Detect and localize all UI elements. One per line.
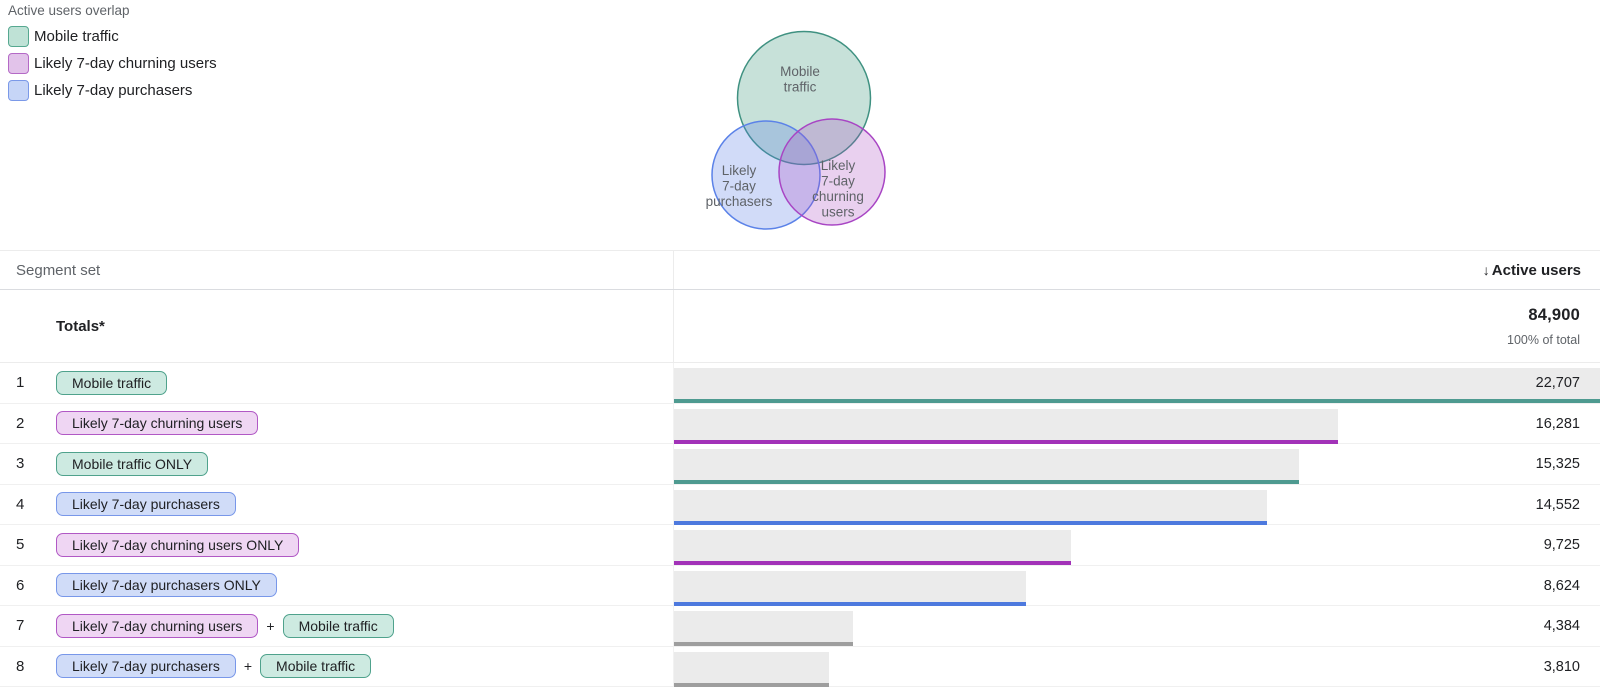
totals-label: Totals* [56,317,105,335]
segment-chips: Likely 7-day purchasers [56,492,236,517]
row-segment-cell: 4 Likely 7-day purchasers [0,484,674,524]
active-users-bar [674,530,1071,565]
table-row: 8 Likely 7-day purchasers + Mobile traffic 3… [0,646,1600,687]
segment-chips: Likely 7-day churning users ONLY [56,532,300,557]
totals-value: 84,900 [1528,305,1580,324]
row-rank: 5 [16,536,25,554]
venn-circle-likely-7-day-churning-users[interactable] [778,118,886,226]
active-users-bar [674,489,1268,525]
row-value: 14,552 [1535,496,1580,513]
row-value: 3,810 [1543,658,1580,675]
row-segment-cell: 6 Likely 7-day purchasers ONLY [0,565,674,605]
table-row: 5 Likely 7-day churning users ONLY 9,725 [0,525,1600,566]
row-rank: 8 [16,657,25,675]
row-segment-cell: 7 Likely 7-day churning users + Mobile traf… [0,606,674,646]
legend-label: Likely 7-day purchasers [34,81,193,99]
table-row: 7 Likely 7-day churning users + Mobile traf… [0,606,1600,647]
segment-chips: Likely 7-day purchasers + Mobile traffic [56,654,372,679]
table-row: 4 Likely 7-day purchasers 14,552 [0,484,1600,525]
segment-overlap-table: Segment set ↓ Active users Totals* 84,90… [0,250,1600,687]
segment-chip-purple[interactable]: Likely 7-day churning users [56,411,259,436]
row-value: 16,281 [1535,415,1580,432]
row-metric-cell: 3,810 [674,647,1600,687]
row-value: 9,725 [1543,537,1580,553]
segment-chip-teal[interactable]: Mobile traffic ONLY [56,451,209,476]
legend-item: Likely 7-day purchasers [8,79,217,101]
row-value: 15,325 [1535,456,1580,472]
column-header-active-users[interactable]: ↓ Active users [674,251,1600,289]
segment-set-header-label: Segment set [16,261,101,279]
row-metric-cell: 14,552 [674,485,1600,525]
segment-chip-blue[interactable]: Likely 7-day purchasers [56,492,236,517]
column-header-segment-set: Segment set [0,251,674,289]
venn-label-mobile-traffic: Mobile traffic [780,64,820,95]
legend-swatch-teal [8,25,29,47]
segment-chips: Mobile traffic ONLY [56,451,209,476]
segment-chip-purple[interactable]: Likely 7-day churning users ONLY [56,532,300,557]
active-users-bar [674,611,853,646]
segment-chips: Likely 7-day purchasers ONLY [56,573,277,598]
venn-diagram: Mobile traffic Likely 7-day purchasers Likely… [706,30,886,230]
legend-swatch-purple [8,52,29,74]
segment-chip-teal[interactable]: Mobile traffic [56,370,168,395]
segment-chip-purple[interactable]: Likely 7-day churning users [56,613,259,638]
row-segment-cell: 3 Mobile traffic ONLY [0,444,674,484]
table-row: 3 Mobile traffic ONLY 15,325 [0,444,1600,485]
venn-circle-likely-7-day-purchasers[interactable] [711,120,821,230]
row-metric-cell: 4,384 [674,606,1600,646]
table-row: 1 Mobile traffic 22,707 [0,363,1600,404]
sort-descending-icon: ↓ [1482,262,1490,278]
table-row: 6 Likely 7-day purchasers ONLY 8,624 [0,565,1600,606]
row-segment-cell: 5 Likely 7-day churning users ONLY [0,525,674,565]
row-value: 8,624 [1543,577,1580,594]
row-rank: 2 [16,414,25,432]
row-value: 4,384 [1543,618,1580,634]
chip-plus-separator: + [243,658,253,675]
row-metric-cell: 8,624 [674,566,1600,606]
totals-share: 100% of total [1507,332,1580,347]
row-rank: 6 [16,576,25,594]
chart-title: Active users overlap [8,3,130,18]
row-rank: 4 [16,495,25,513]
chart-legend: Active users overlap Mobile traffic Likel… [8,3,217,106]
segment-chip-teal[interactable]: Mobile traffic [260,654,372,679]
venn-circle-mobile-traffic[interactable] [736,30,872,166]
table-body: 1 Mobile traffic 22,707 2 Likely 7-day churn… [0,363,1600,687]
row-metric-cell: 15,325 [674,444,1600,484]
venn-label-likely-7-day-purchasers: Likely 7-day purchasers [706,163,773,209]
legend-items: Mobile traffic Likely 7-day churning user… [8,25,217,101]
row-segment-cell: 1 Mobile traffic [0,363,674,403]
active-users-bar [674,651,830,687]
segment-chips: Likely 7-day churning users + Mobile traff… [56,613,394,638]
venn-label-likely-7-day-churning-users: Likely 7-day churning users [812,158,864,220]
row-rank: 3 [16,455,25,473]
segment-chip-blue[interactable]: Likely 7-day purchasers [56,654,236,679]
legend-label: Likely 7-day churning users [34,54,217,72]
row-value: 22,707 [1535,375,1580,391]
legend-label: Mobile traffic [34,27,119,45]
active-users-header-label: Active users [1491,261,1581,279]
totals-row: Totals* 84,900 100% of total [0,290,1600,363]
active-users-bar [674,449,1299,484]
active-users-bar [674,368,1600,403]
row-segment-cell: 8 Likely 7-day purchasers + Mobile traffic [0,646,674,686]
table-header: Segment set ↓ Active users [0,250,1600,290]
active-users-bar [674,570,1026,606]
row-metric-cell: 16,281 [674,404,1600,444]
legend-item: Mobile traffic [8,25,217,47]
row-rank: 7 [16,617,25,635]
segment-chip-teal[interactable]: Mobile traffic [282,613,394,638]
segment-chip-blue[interactable]: Likely 7-day purchasers ONLY [56,573,277,598]
segment-chips: Likely 7-day churning users [56,411,259,436]
row-metric-cell: 22,707 [674,363,1600,403]
table-row: 2 Likely 7-day churning users 16,281 [0,403,1600,444]
row-metric-cell: 9,725 [674,525,1600,565]
row-rank: 1 [16,374,25,392]
legend-swatch-blue [8,79,29,101]
segment-chips: Mobile traffic [56,370,168,395]
row-segment-cell: 2 Likely 7-day churning users [0,403,674,443]
active-users-bar [674,408,1338,444]
chip-plus-separator: + [266,617,275,634]
legend-item: Likely 7-day churning users [8,52,217,74]
